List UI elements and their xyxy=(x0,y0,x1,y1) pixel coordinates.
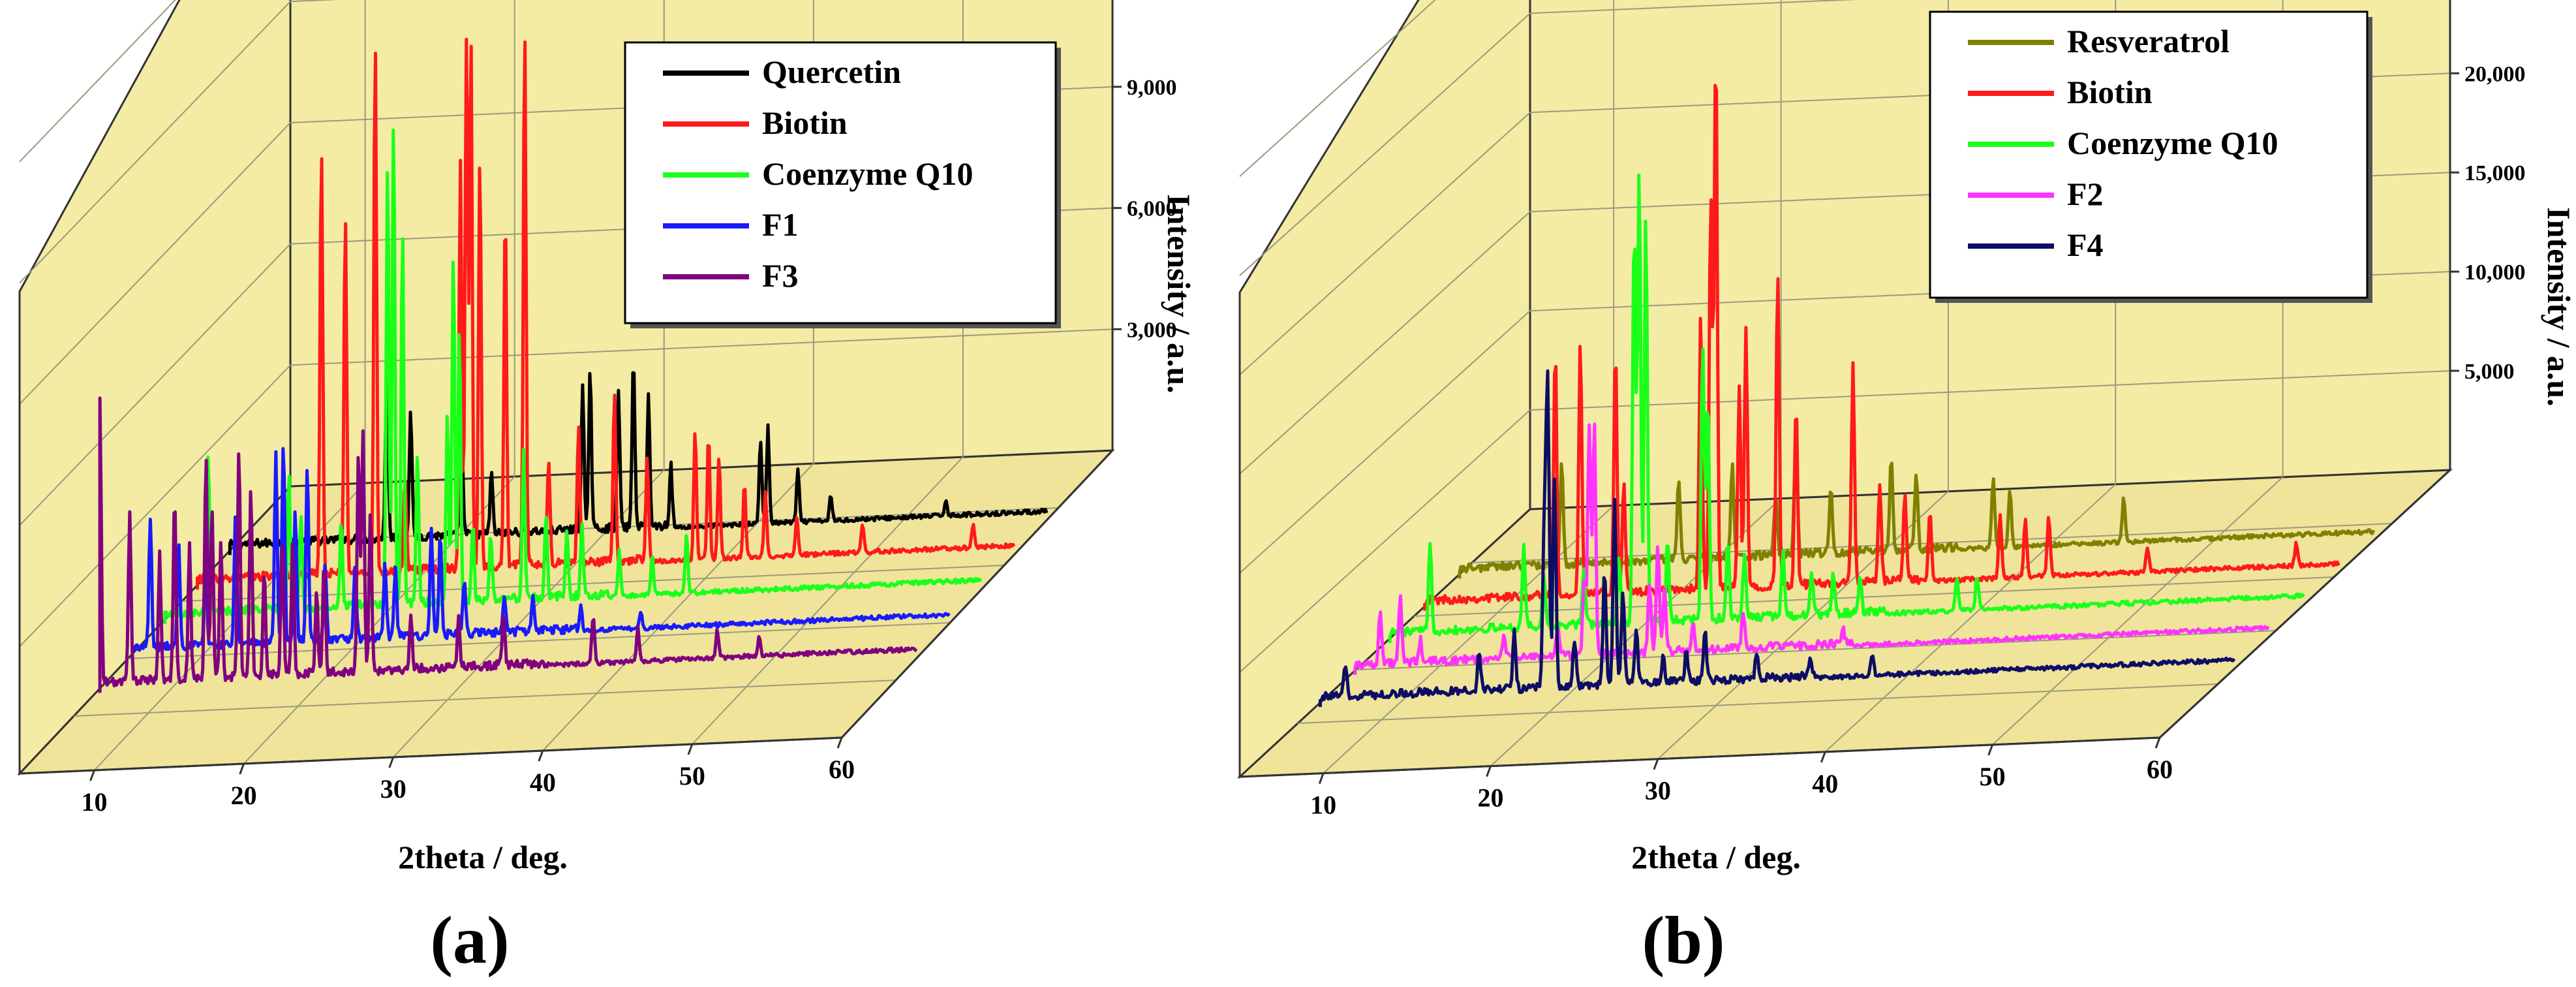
x-tick xyxy=(1653,759,1659,770)
x-tick xyxy=(836,737,843,749)
legend: Quercetin Biotin Coenzyme Q10 F1 F3 xyxy=(624,41,1061,328)
x-tick xyxy=(1820,751,1826,763)
legend-label: Coenzyme Q10 xyxy=(2067,125,2278,161)
legend-label: Resveratrol xyxy=(2067,23,2230,59)
legend-label: F4 xyxy=(2067,227,2104,263)
series-line-f2 xyxy=(1353,422,2269,675)
legend: Resveratrol Biotin Coenzyme Q10 F2 F4 xyxy=(1929,10,2372,303)
x-axis-title: 2theta / deg. xyxy=(1631,839,1801,875)
panel-label: (a) xyxy=(430,903,509,978)
legend-label: Biotin xyxy=(762,104,848,141)
legend-label: F2 xyxy=(2067,176,2104,212)
series-line-coenzyme-q10 xyxy=(163,128,983,624)
z-axis-title: Intensity / a.u. xyxy=(2541,207,2576,407)
x-axis-title: 2theta / deg. xyxy=(398,839,568,875)
x-tick xyxy=(239,763,245,775)
x-tick xyxy=(89,770,95,781)
panel-label: (b) xyxy=(1642,903,1725,978)
x-tick xyxy=(2154,737,2161,749)
x-tick xyxy=(388,757,395,768)
series-line-f3 xyxy=(98,396,918,693)
series-line-f4 xyxy=(1318,369,2236,708)
z-tick-label: 6,000 xyxy=(1127,197,1177,221)
z-tick-label: 5,000 xyxy=(2464,360,2515,384)
panel-b-chart: 10 20 30 40 50 60 2theta / deg. 5,000 10,000 15,0… xyxy=(1236,0,2576,978)
x-tick-label: 30 xyxy=(380,774,406,804)
legend-label: F3 xyxy=(762,257,799,294)
legend-label: Quercetin xyxy=(762,54,901,90)
legend-label: F1 xyxy=(762,206,799,243)
x-tick-label: 10 xyxy=(82,787,108,817)
series-line-biotin xyxy=(196,37,1016,590)
x-tick-label: 30 xyxy=(1645,776,1671,806)
x-tick-label: 40 xyxy=(530,768,556,797)
z-tick-label: 20,000 xyxy=(2464,62,2526,86)
x-tick xyxy=(1486,766,1492,777)
z-tick-label: 3,000 xyxy=(1127,318,1177,342)
legend-label: Biotin xyxy=(2067,74,2153,110)
x-tick xyxy=(687,744,694,755)
x-tick-label: 50 xyxy=(1980,762,2006,791)
chart-frame xyxy=(18,291,1114,775)
series-line-biotin xyxy=(1423,84,2340,611)
panel-a-chart: 10 20 30 40 50 60 2theta / deg. 3,000 6,000 9,000… xyxy=(17,0,1197,978)
z-tick-label: 15,000 xyxy=(2464,161,2526,185)
x-tick-label: 60 xyxy=(2147,755,2173,784)
x-tick-label: 10 xyxy=(1310,791,1336,820)
z-axis-title: Intensity / a.u. xyxy=(1161,194,1197,394)
z-tick-label: 10,000 xyxy=(2464,260,2526,285)
series-group xyxy=(1318,84,2376,708)
z-tick-label: 9,000 xyxy=(1127,76,1177,100)
x-tick-label: 20 xyxy=(231,781,257,810)
x-tick xyxy=(1318,773,1325,785)
x-tick xyxy=(538,750,544,762)
x-tick xyxy=(1987,744,1994,756)
x-tick-label: 50 xyxy=(679,761,705,791)
legend-label: Coenzyme Q10 xyxy=(762,155,974,192)
x-tick-label: 20 xyxy=(1478,783,1504,813)
x-tick-label: 40 xyxy=(1812,769,1838,798)
chart-frame xyxy=(1238,292,2451,778)
x-tick-label: 60 xyxy=(829,755,855,784)
series-group xyxy=(98,37,1049,693)
